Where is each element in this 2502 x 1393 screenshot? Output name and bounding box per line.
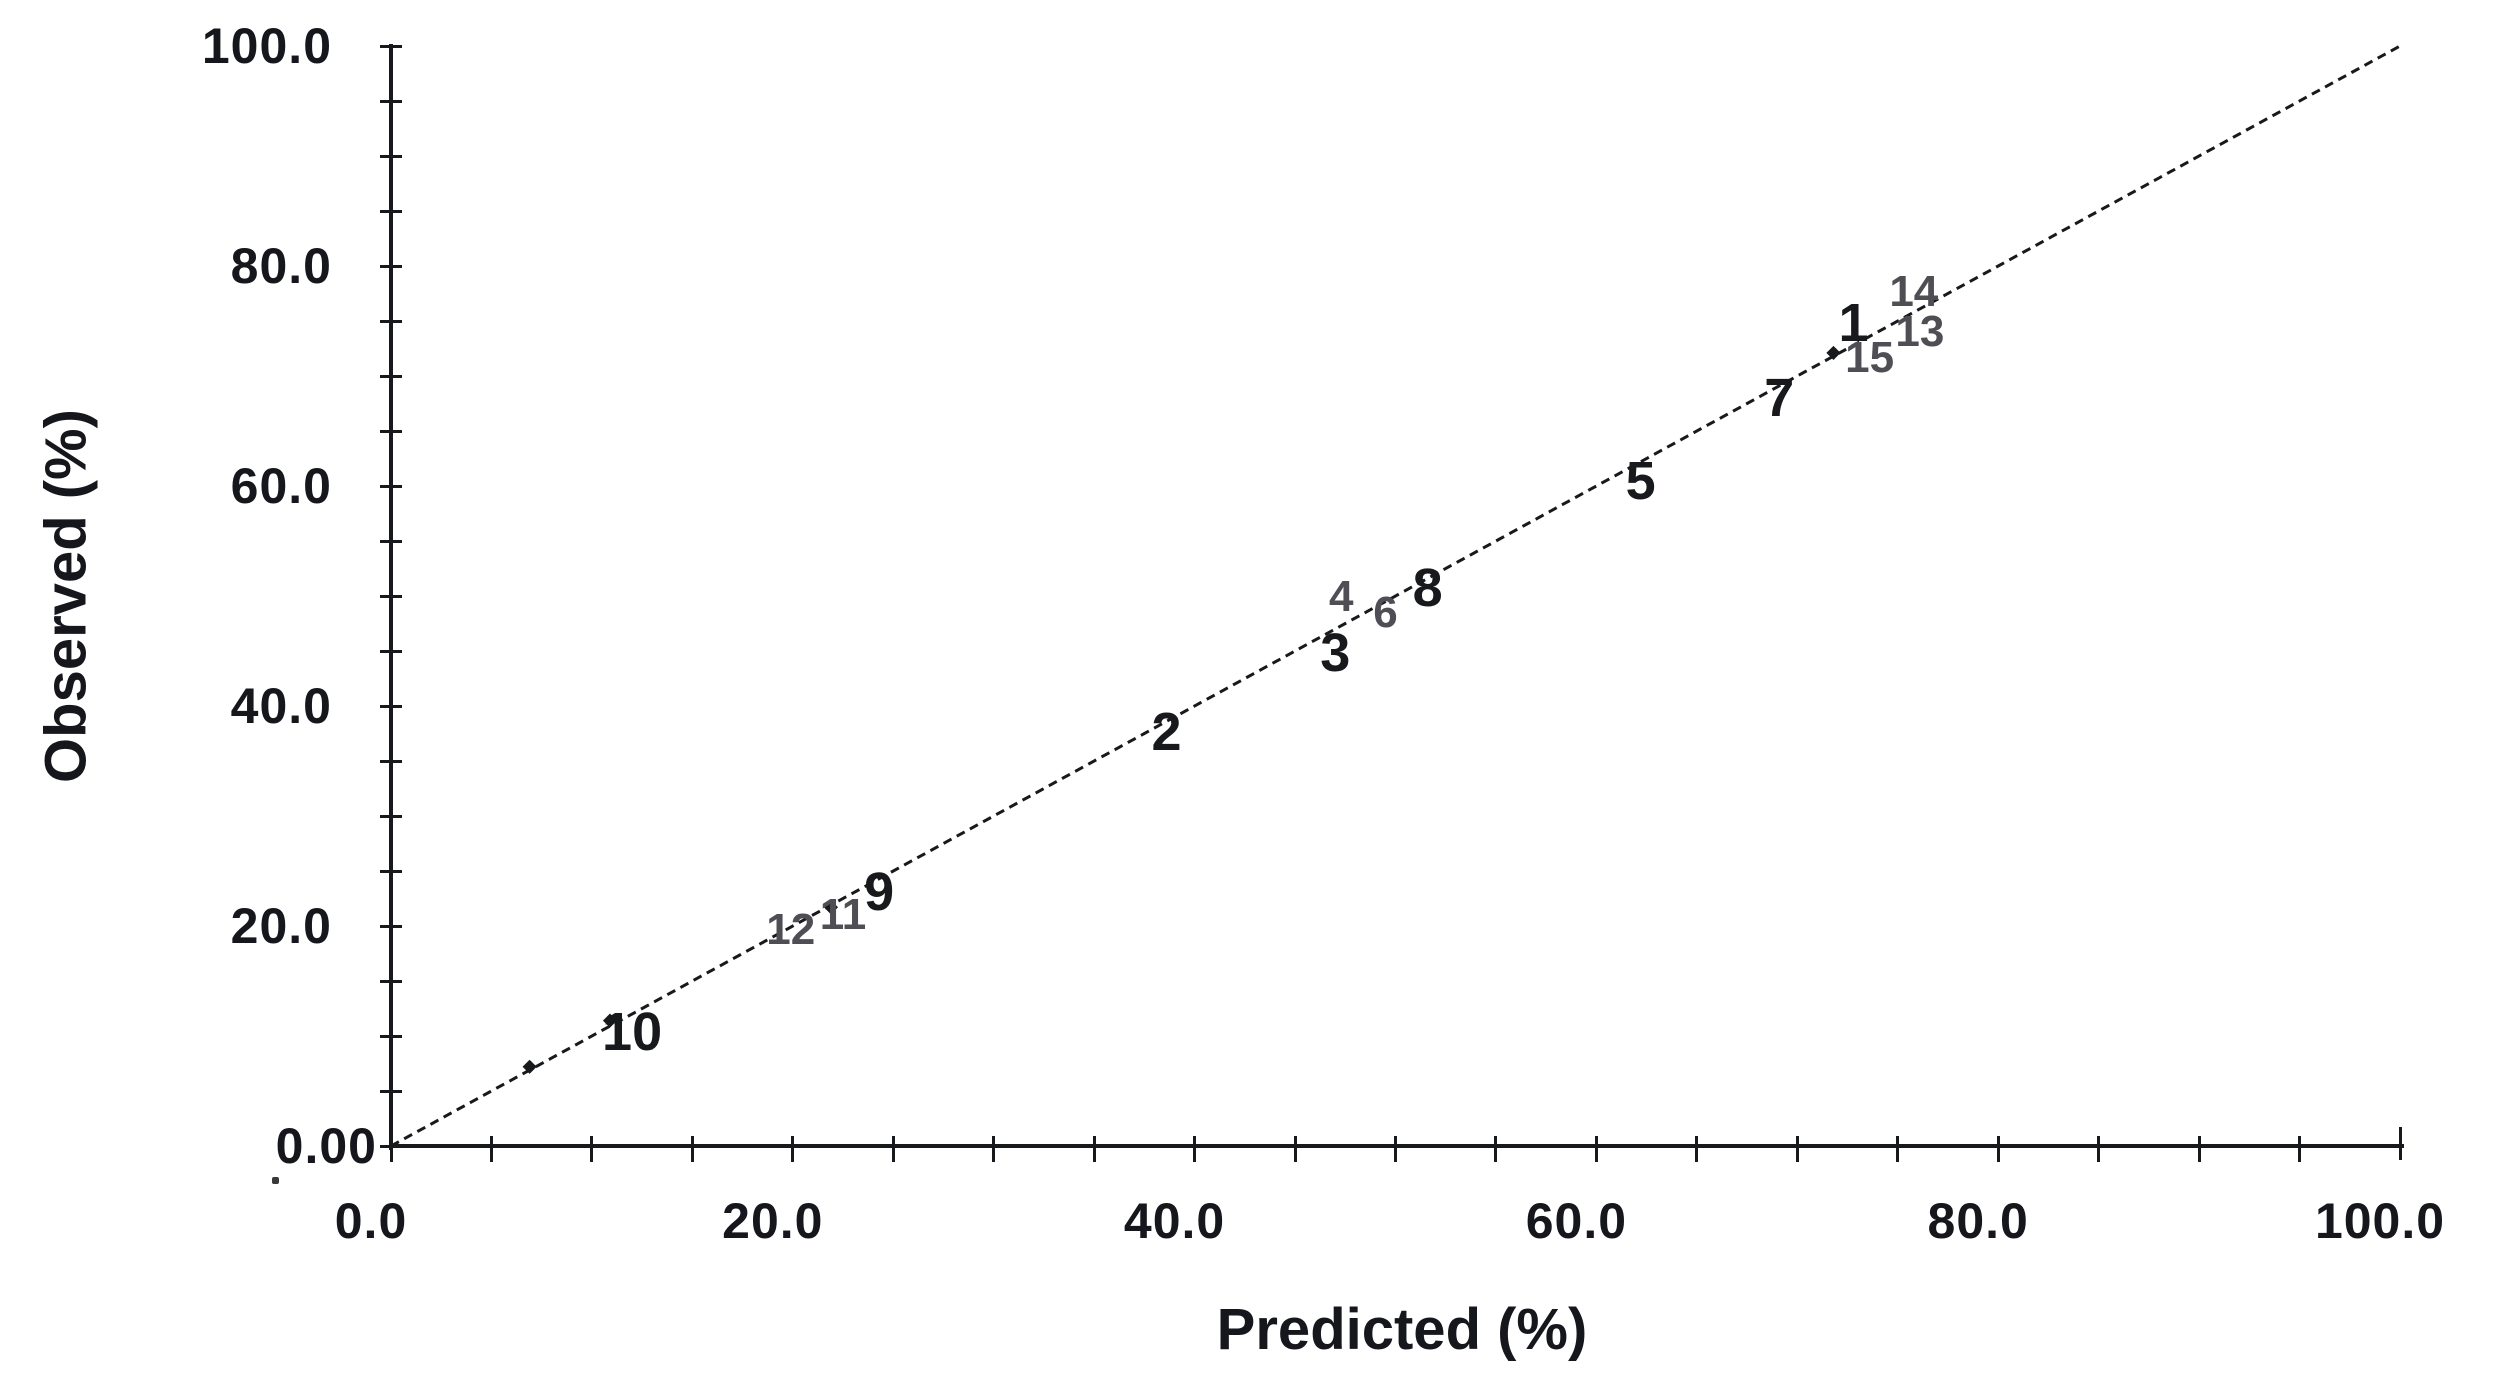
x-axis-tick bbox=[1394, 1136, 1397, 1162]
x-axis-tick bbox=[1795, 1136, 1799, 1162]
y-tick-label: 20.0 bbox=[230, 898, 332, 954]
y-axis-tick bbox=[380, 429, 402, 433]
data-point-label-3: 3 bbox=[1320, 623, 1351, 684]
x-axis-tick bbox=[2097, 1136, 2101, 1162]
x-axis-tick bbox=[1896, 1136, 1900, 1162]
x-axis-tick bbox=[389, 1136, 393, 1162]
point-marker bbox=[1826, 345, 1841, 360]
data-point-label-14: 14 bbox=[1889, 267, 1939, 317]
stray-dot-artifact bbox=[272, 1177, 279, 1184]
x-tick-label: 20.0 bbox=[722, 1193, 824, 1249]
data-point-label-4: 4 bbox=[1329, 572, 1354, 622]
y-tick-label: 60.0 bbox=[230, 458, 332, 514]
data-point-label-2: 2 bbox=[1151, 702, 1182, 763]
y-axis-tick bbox=[380, 319, 402, 323]
x-tick-label: 80.0 bbox=[1927, 1193, 2029, 1249]
x-axis-tick bbox=[2298, 1136, 2302, 1162]
y-axis-tick bbox=[380, 44, 402, 48]
data-point-label-1: 1 bbox=[1838, 293, 1869, 354]
y-axis-tick bbox=[380, 979, 402, 983]
data-point-label-15: 15 bbox=[1845, 333, 1895, 383]
data-point-label-13: 13 bbox=[1895, 307, 1945, 356]
x-axis-tick bbox=[1594, 1136, 1598, 1162]
identity-line bbox=[390, 44, 2401, 1148]
y-axis-tick bbox=[380, 1034, 402, 1038]
y-axis-tick bbox=[380, 869, 402, 873]
y-axis-tick bbox=[380, 649, 402, 653]
y-axis-tick bbox=[380, 759, 402, 763]
x-tick-label: 60.0 bbox=[1525, 1193, 1628, 1249]
y-axis-tick bbox=[380, 1089, 402, 1093]
point-marker bbox=[823, 900, 839, 915]
y-tick-label: 0.00 bbox=[275, 1118, 377, 1174]
data-point-label-9: 9 bbox=[864, 861, 895, 922]
y-axis-tick bbox=[380, 209, 402, 213]
x-tick-label: 100.0 bbox=[2314, 1193, 2446, 1249]
data-point-label-10: 10 bbox=[602, 1001, 663, 1062]
x-axis-tick bbox=[590, 1136, 594, 1162]
x-axis-tick bbox=[1996, 1136, 2000, 1162]
y-axis-tick bbox=[380, 264, 402, 268]
y-tick-label: 40.0 bbox=[230, 678, 332, 734]
x-tick-label: 0.0 bbox=[334, 1193, 408, 1249]
y-axis-title: Observed (%) bbox=[33, 409, 99, 783]
x-axis-tick bbox=[1695, 1136, 1699, 1162]
y-axis-tick bbox=[380, 594, 402, 598]
y-axis-tick bbox=[380, 814, 402, 818]
data-point-label-7: 7 bbox=[1764, 368, 1795, 428]
point-marker bbox=[522, 1059, 537, 1074]
y-axis-tick bbox=[380, 484, 402, 488]
x-axis-tick bbox=[1494, 1136, 1498, 1162]
x-axis-tick bbox=[791, 1136, 795, 1162]
x-tick-label: 40.0 bbox=[1123, 1193, 1226, 1249]
point-marker bbox=[602, 1013, 618, 1028]
x-axis-tick bbox=[489, 1136, 493, 1162]
y-axis-tick bbox=[380, 154, 402, 158]
y-axis-tick bbox=[380, 704, 402, 708]
y-axis-tick bbox=[380, 539, 402, 543]
y-axis-tick bbox=[380, 99, 402, 103]
x-axis-tick bbox=[2197, 1136, 2201, 1162]
x-axis-tick bbox=[992, 1136, 996, 1162]
x-axis-tick bbox=[891, 1136, 895, 1162]
x-axis-tick bbox=[2398, 1127, 2402, 1160]
x-axis-tick bbox=[690, 1136, 694, 1162]
y-axis-tick bbox=[380, 374, 402, 378]
x-axis-tick bbox=[1293, 1136, 1297, 1162]
y-tick-label: 100.0 bbox=[201, 18, 332, 74]
y-axis-tick bbox=[380, 924, 402, 928]
data-point-label-12: 12 bbox=[766, 905, 816, 955]
data-point-label-6: 6 bbox=[1373, 587, 1398, 637]
data-point-label-8: 8 bbox=[1412, 558, 1443, 619]
data-point-label-11: 11 bbox=[819, 890, 867, 939]
y-tick-label: 80.0 bbox=[230, 238, 332, 294]
x-axis-tick bbox=[1092, 1136, 1096, 1162]
x-axis-title: Predicted (%) bbox=[1216, 1297, 1588, 1362]
x-axis-tick bbox=[1193, 1136, 1197, 1162]
data-point-label-5: 5 bbox=[1625, 450, 1656, 511]
